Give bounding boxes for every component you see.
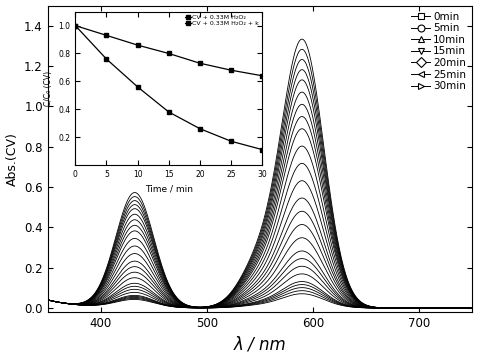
X-axis label: λ / nm: λ / nm xyxy=(234,335,286,354)
Legend: 0min, 5min, 10min, 15min, 20min, 25min, 30min: 0min, 5min, 10min, 15min, 20min, 25min, … xyxy=(407,8,470,95)
Y-axis label: Abs.(CV): Abs.(CV) xyxy=(6,132,19,186)
